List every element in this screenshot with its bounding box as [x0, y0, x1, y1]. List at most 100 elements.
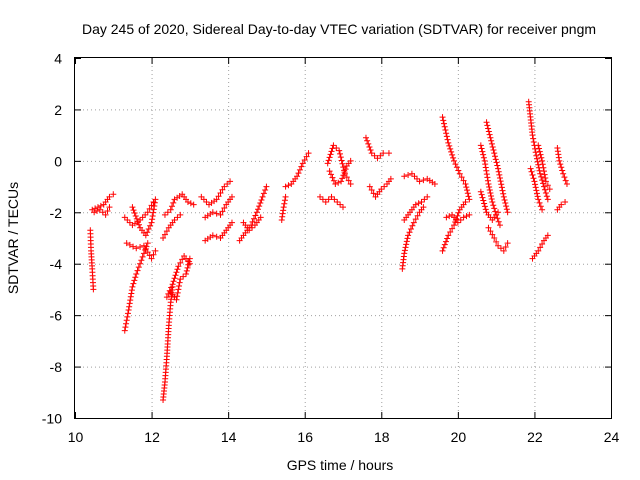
data-point — [347, 181, 354, 187]
data-point — [319, 196, 326, 203]
data-point — [163, 294, 170, 301]
data-point — [542, 178, 549, 185]
data-point — [487, 228, 494, 235]
data-point — [148, 202, 155, 209]
data-point — [536, 199, 543, 206]
data-point — [410, 219, 417, 226]
data-point — [488, 196, 495, 202]
y-tick-label: -10 — [42, 411, 62, 427]
x-tick-label: 12 — [144, 429, 160, 445]
data-point — [455, 167, 462, 174]
data-point — [544, 232, 551, 239]
data-point — [175, 286, 182, 293]
data-point — [340, 204, 346, 211]
data-point — [402, 244, 409, 251]
data-point — [124, 217, 131, 223]
data-point — [537, 151, 544, 158]
data-point — [150, 209, 157, 216]
data-point — [405, 172, 412, 178]
data-point — [177, 259, 184, 266]
data-point — [416, 178, 423, 185]
data-point — [161, 211, 168, 218]
data-point — [485, 125, 492, 132]
data-point — [259, 193, 266, 200]
data-point — [171, 275, 178, 282]
data-point — [501, 196, 508, 203]
data-point — [328, 193, 335, 200]
data-point — [408, 170, 415, 177]
data-point — [176, 283, 183, 289]
data-point — [442, 127, 449, 133]
data-point — [412, 201, 419, 208]
data-point — [447, 229, 454, 235]
data-point — [489, 143, 496, 150]
y-tick-label: -4 — [50, 256, 63, 272]
data-point — [446, 142, 453, 149]
data-point — [325, 157, 332, 164]
data-point — [486, 131, 493, 138]
data-point — [371, 152, 378, 159]
data-point — [529, 172, 536, 178]
data-point — [488, 137, 495, 144]
data-point — [561, 174, 568, 181]
data-point — [282, 193, 289, 200]
data-point — [366, 143, 373, 150]
data-point — [144, 209, 151, 216]
data-point — [464, 190, 471, 197]
data-point — [500, 247, 507, 254]
data-point — [458, 174, 465, 181]
data-point — [213, 233, 220, 240]
data-point — [540, 164, 547, 171]
data-point — [418, 199, 425, 205]
data-point — [562, 199, 569, 205]
data-point — [170, 278, 177, 285]
data-point — [488, 140, 495, 147]
data-point — [347, 157, 354, 164]
data-point — [190, 201, 197, 208]
data-point — [342, 166, 349, 173]
data-point — [175, 263, 182, 270]
data-point — [527, 165, 534, 172]
data-point — [440, 244, 447, 251]
data-point — [96, 206, 103, 213]
data-point — [401, 173, 408, 180]
data-point — [144, 229, 151, 236]
data-point — [541, 171, 548, 178]
data-point — [532, 181, 539, 188]
x-axis-label: GPS time / hours — [287, 457, 394, 473]
data-point — [490, 147, 497, 154]
data-point — [529, 132, 536, 139]
data-point — [483, 171, 490, 178]
data-points — [87, 98, 570, 403]
grid-lines — [75, 58, 611, 418]
data-point — [491, 153, 498, 160]
data-point — [341, 169, 348, 176]
data-point — [532, 149, 539, 156]
data-point — [451, 157, 458, 164]
data-point — [449, 225, 456, 232]
data-point — [483, 119, 490, 126]
data-point — [491, 150, 498, 157]
data-point — [137, 260, 144, 267]
data-point — [187, 200, 194, 207]
data-point — [260, 190, 267, 197]
data-point — [203, 199, 210, 205]
data-point — [164, 209, 171, 216]
data-point — [135, 221, 142, 228]
data-point — [557, 161, 564, 168]
data-point — [504, 209, 511, 216]
data-point — [106, 193, 113, 200]
data-point — [494, 162, 501, 169]
data-point — [559, 167, 566, 174]
data-point — [439, 114, 446, 121]
data-point — [500, 193, 507, 200]
data-point — [330, 177, 337, 184]
data-point — [200, 196, 207, 203]
data-point — [149, 216, 156, 223]
data-point — [463, 213, 470, 220]
data-point — [174, 214, 181, 221]
data-point — [480, 151, 487, 158]
data-point — [140, 250, 147, 257]
data-point — [125, 307, 132, 313]
data-point — [444, 235, 451, 242]
